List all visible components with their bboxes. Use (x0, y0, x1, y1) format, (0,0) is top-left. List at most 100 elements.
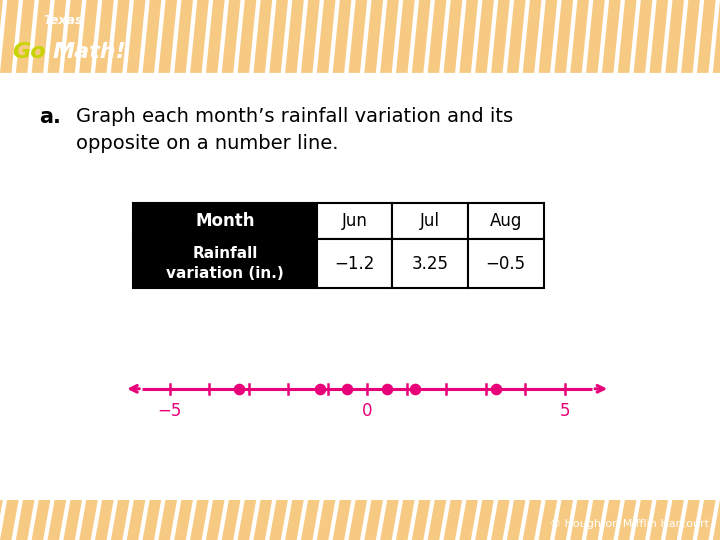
Polygon shape (681, 0, 700, 73)
Polygon shape (143, 0, 161, 73)
Polygon shape (190, 500, 209, 540)
FancyBboxPatch shape (317, 239, 392, 288)
Polygon shape (586, 0, 605, 73)
FancyBboxPatch shape (468, 203, 544, 239)
FancyBboxPatch shape (468, 239, 544, 288)
Polygon shape (428, 500, 446, 540)
Polygon shape (48, 500, 66, 540)
Polygon shape (602, 500, 621, 540)
Text: Graph each month’s rainfall variation and its
opposite on a number line.: Graph each month’s rainfall variation an… (76, 107, 513, 152)
Polygon shape (158, 500, 177, 540)
Polygon shape (174, 0, 193, 73)
Polygon shape (127, 500, 145, 540)
Polygon shape (523, 0, 541, 73)
Point (490, 384, 501, 393)
Polygon shape (253, 500, 272, 540)
Text: Aug: Aug (490, 212, 522, 230)
Polygon shape (111, 0, 130, 73)
Polygon shape (444, 500, 462, 540)
FancyBboxPatch shape (133, 203, 317, 239)
Polygon shape (285, 500, 304, 540)
Polygon shape (348, 500, 367, 540)
Polygon shape (127, 0, 145, 73)
Polygon shape (396, 0, 415, 73)
Polygon shape (649, 0, 668, 73)
Polygon shape (32, 500, 50, 540)
Polygon shape (412, 500, 431, 540)
Polygon shape (380, 0, 399, 73)
Point (342, 384, 354, 393)
Polygon shape (475, 0, 494, 73)
Polygon shape (713, 500, 720, 540)
Polygon shape (253, 0, 272, 73)
Polygon shape (301, 500, 320, 540)
FancyBboxPatch shape (133, 239, 317, 288)
Polygon shape (317, 500, 336, 540)
Polygon shape (554, 500, 573, 540)
Polygon shape (554, 0, 573, 73)
Polygon shape (618, 500, 636, 540)
Polygon shape (269, 0, 288, 73)
Text: −0.5: −0.5 (486, 255, 526, 273)
Polygon shape (0, 500, 3, 540)
Polygon shape (158, 0, 177, 73)
Text: 5: 5 (559, 402, 570, 420)
Text: Jun: Jun (342, 212, 367, 230)
Polygon shape (48, 0, 66, 73)
Text: Jul: Jul (420, 212, 440, 230)
Polygon shape (570, 500, 589, 540)
Polygon shape (444, 0, 462, 73)
Polygon shape (380, 500, 399, 540)
Polygon shape (665, 500, 684, 540)
Polygon shape (523, 500, 541, 540)
Text: Month: Month (195, 212, 255, 230)
Polygon shape (491, 500, 510, 540)
Polygon shape (459, 500, 478, 540)
FancyBboxPatch shape (317, 203, 392, 239)
Polygon shape (333, 0, 351, 73)
Text: −5: −5 (158, 402, 182, 420)
Polygon shape (348, 0, 367, 73)
Polygon shape (0, 0, 3, 73)
Polygon shape (317, 0, 336, 73)
Polygon shape (364, 500, 383, 540)
Polygon shape (32, 0, 50, 73)
Polygon shape (586, 500, 605, 540)
Polygon shape (95, 500, 114, 540)
Polygon shape (507, 0, 526, 73)
Point (233, 384, 245, 393)
Polygon shape (79, 500, 98, 540)
Polygon shape (285, 0, 304, 73)
Text: © Houghton Mifflin Harcourt: © Houghton Mifflin Harcourt (550, 519, 709, 529)
Polygon shape (63, 0, 82, 73)
Text: Go: Go (13, 43, 46, 63)
Polygon shape (649, 500, 668, 540)
Polygon shape (491, 0, 510, 73)
Polygon shape (539, 0, 557, 73)
Polygon shape (697, 0, 716, 73)
Polygon shape (301, 0, 320, 73)
Polygon shape (238, 0, 256, 73)
Point (314, 384, 325, 393)
Polygon shape (222, 0, 240, 73)
Text: Rainfall
variation (in.): Rainfall variation (in.) (166, 246, 284, 281)
Polygon shape (570, 0, 589, 73)
Polygon shape (412, 0, 431, 73)
FancyBboxPatch shape (392, 239, 468, 288)
Polygon shape (697, 500, 716, 540)
Polygon shape (602, 0, 621, 73)
Polygon shape (428, 0, 446, 73)
Text: Texas: Texas (43, 14, 83, 27)
Polygon shape (665, 0, 684, 73)
Polygon shape (206, 500, 225, 540)
Polygon shape (0, 0, 19, 73)
Text: 3.25: 3.25 (412, 255, 449, 273)
Point (409, 384, 420, 393)
Polygon shape (206, 0, 225, 73)
Polygon shape (539, 500, 557, 540)
Polygon shape (16, 0, 35, 73)
Polygon shape (333, 500, 351, 540)
Polygon shape (713, 0, 720, 73)
Polygon shape (143, 500, 161, 540)
Polygon shape (634, 500, 652, 540)
